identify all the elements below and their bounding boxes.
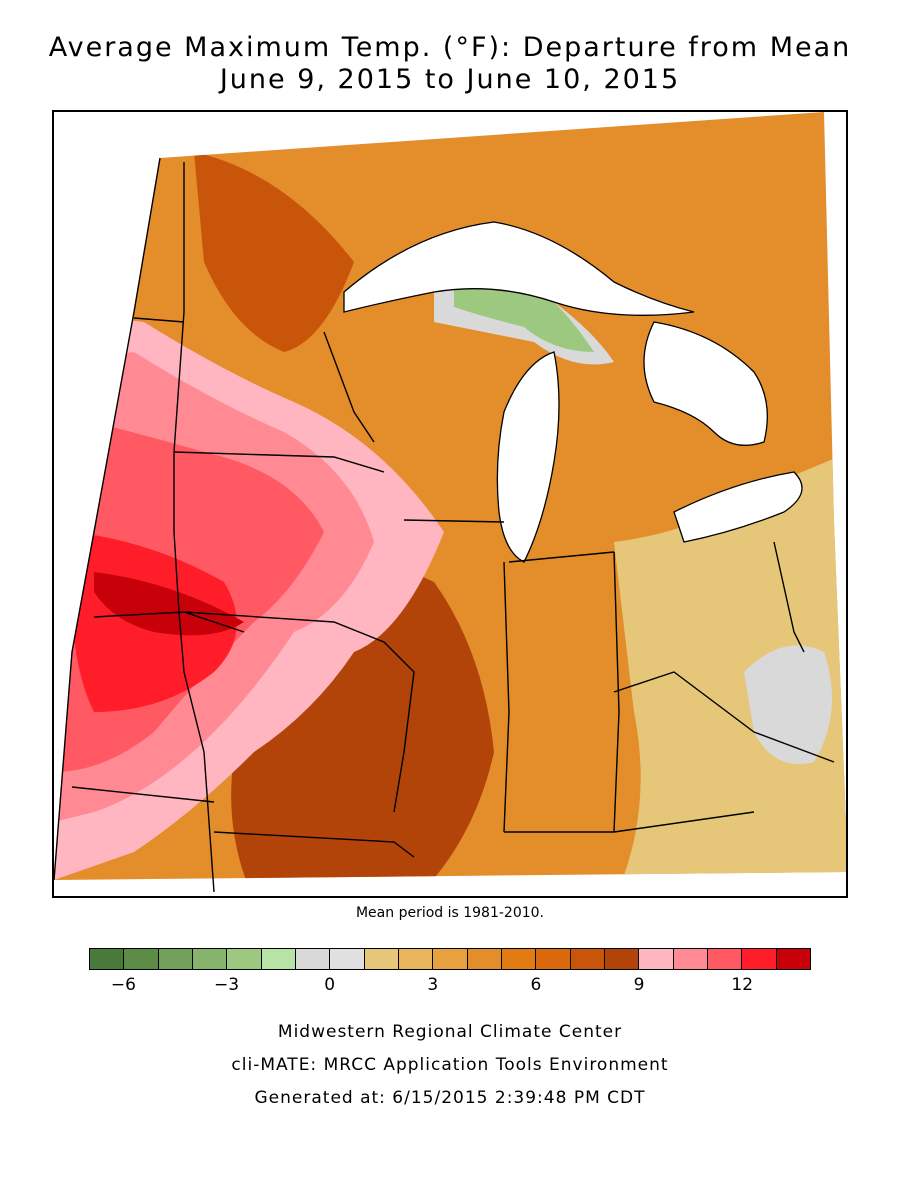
color-legend <box>89 948 811 970</box>
legend-swatch <box>570 949 605 969</box>
legend-swatch <box>398 949 434 969</box>
legend-swatch <box>604 949 640 969</box>
lake-superior <box>343 221 695 316</box>
legend-swatch <box>192 949 228 969</box>
footer-org: Midwestern Regional Climate Center <box>277 1022 623 1042</box>
map-title: Average Maximum Temp. (°F): Departure fr… <box>48 32 852 63</box>
legend-tick-label: −3 <box>213 975 240 995</box>
legend-swatch <box>90 949 125 969</box>
legend-swatch <box>673 949 708 969</box>
state-boundaries <box>54 157 835 893</box>
legend-swatch <box>295 949 331 969</box>
map-date-range: June 9, 2015 to June 10, 2015 <box>219 64 681 95</box>
lake-michigan <box>496 351 560 563</box>
legend-tick-label: 3 <box>427 975 439 995</box>
north-brown-zone <box>194 152 354 352</box>
legend-swatch <box>467 949 502 969</box>
upper-peninsula-green <box>454 284 594 352</box>
legend-swatch <box>707 949 743 969</box>
legend-tick-label: 0 <box>324 975 336 995</box>
legend-swatch <box>364 949 399 969</box>
temperature-departure-map <box>52 110 848 898</box>
legend-swatch <box>433 949 468 969</box>
legend-swatch <box>536 949 571 969</box>
legend-tick-label: 9 <box>633 975 645 995</box>
legend-swatch <box>261 949 296 969</box>
legend-swatch <box>330 949 365 969</box>
legend-swatch <box>501 949 537 969</box>
east-tan-zone <box>614 452 846 880</box>
legend-swatch <box>158 949 193 969</box>
legend-swatch <box>639 949 674 969</box>
ohio-gray-zone <box>744 645 832 764</box>
map-canvas <box>54 112 846 893</box>
legend-swatch <box>742 949 777 969</box>
legend-swatch <box>776 949 810 969</box>
lake-huron <box>643 321 768 446</box>
legend-tick-label: 6 <box>530 975 542 995</box>
footer-generated: Generated at: 6/15/2015 2:39:48 PM CDT <box>254 1088 646 1108</box>
legend-tick-label: 12 <box>731 975 754 995</box>
legend-swatch <box>227 949 262 969</box>
mean-period-note: Mean period is 1981-2010. <box>355 905 545 921</box>
legend-tick-label: −6 <box>110 975 136 995</box>
footer-app: cli-MATE: MRCC Application Tools Environ… <box>231 1055 669 1075</box>
lake-erie <box>673 471 803 543</box>
legend-swatch <box>124 949 159 969</box>
